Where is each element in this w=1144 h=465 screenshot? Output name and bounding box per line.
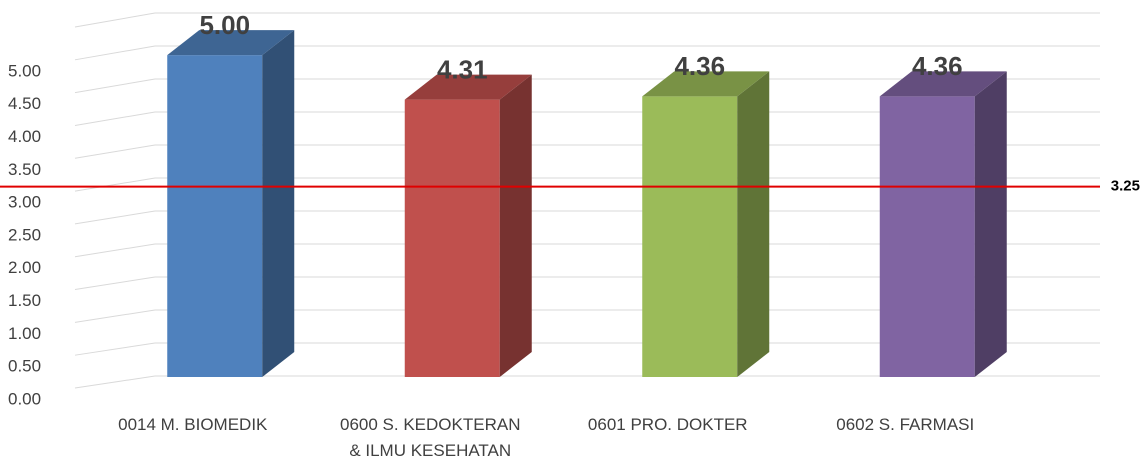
grid-line-side	[74, 309, 156, 323]
grid-line-side	[74, 111, 156, 126]
bar-front	[642, 96, 738, 377]
y-tick-label: 5.00	[8, 61, 41, 80]
grid-line-side	[74, 78, 156, 94]
bar-top	[879, 71, 1007, 97]
bar	[167, 30, 295, 377]
bar-top	[404, 74, 532, 100]
value-label: 5.00	[199, 10, 250, 40]
y-tick-label: 0.50	[8, 357, 41, 376]
x-tick-label: 0014 M. BIOMEDIK	[118, 415, 268, 434]
value-label: 4.31	[437, 54, 488, 84]
grid-line-side	[74, 177, 156, 192]
bar-side	[737, 71, 770, 377]
y-tick-label: 4.50	[8, 94, 41, 113]
y-tick-label: 3.00	[8, 193, 41, 212]
y-tick-label: 4.00	[8, 127, 41, 146]
bar-top	[167, 30, 295, 56]
grid-line-side	[74, 210, 156, 225]
grid-line-side	[74, 276, 156, 291]
bar-side	[262, 30, 295, 377]
bar-top	[642, 71, 770, 97]
x-tick-label: 0602 S. FARMASI	[836, 415, 975, 434]
reference-label: 3.25	[1111, 178, 1140, 195]
grid-line-side	[74, 12, 156, 28]
bar-side	[499, 74, 532, 378]
grid-line-side	[74, 144, 156, 159]
bar-front	[404, 99, 500, 378]
y-tick-label: 3.50	[8, 160, 41, 179]
x-tick-label: 0601 PRO. DOKTER	[587, 415, 748, 434]
x-tick-label: 0600 S. KEDOKTERAN & ILMU KESEHATAN	[340, 415, 521, 460]
bar-front	[879, 96, 975, 377]
bar-front	[167, 55, 263, 377]
grid-line-side	[74, 45, 156, 61]
grid-line-side	[74, 375, 156, 389]
bar	[642, 71, 770, 377]
grid-line-side	[74, 243, 156, 258]
y-tick-label: 2.00	[8, 258, 41, 277]
grid-line-side	[74, 342, 156, 356]
y-tick-label: 0.00	[8, 389, 41, 408]
y-tick-label: 1.50	[8, 291, 41, 310]
y-tick-label: 1.00	[8, 324, 41, 343]
y-tick-label: 2.50	[8, 225, 41, 244]
value-label: 4.36	[674, 51, 725, 81]
bar	[879, 71, 1007, 377]
bar-side	[974, 71, 1007, 377]
bar	[404, 74, 532, 378]
value-label: 4.36	[912, 51, 963, 81]
